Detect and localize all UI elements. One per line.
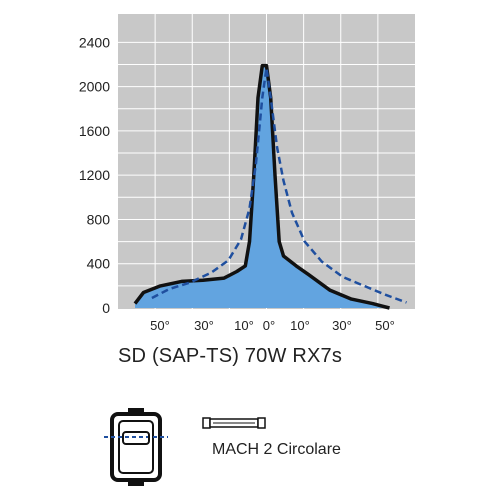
luminaire-icon — [104, 408, 168, 486]
x-tick-label: 10° — [290, 318, 310, 333]
x-tick-label: 30° — [332, 318, 352, 333]
y-tick-label: 0 — [102, 300, 110, 316]
y-tick-label: 2000 — [79, 79, 110, 95]
y-tick-label: 800 — [87, 211, 111, 227]
lamp-tube-icon — [202, 417, 266, 429]
series-dashed-line — [151, 66, 407, 304]
series-solid-line — [133, 63, 390, 310]
x-tick-label: 30° — [194, 318, 214, 333]
x-tick-label: 50° — [375, 318, 395, 333]
y-tick-label: 400 — [87, 256, 111, 272]
y-tick-label: 2400 — [79, 34, 110, 50]
chart-caption: SD (SAP-TS) 70W RX7s — [118, 345, 343, 367]
y-axis-tick-labels: 0 400 800 1200 1600 2000 2400 — [79, 34, 110, 316]
y-tick-label: 1600 — [79, 123, 110, 139]
x-tick-label: 10° — [234, 318, 254, 333]
fixture-label: MACH 2 Circolare — [212, 441, 341, 458]
x-axis-tick-labels: 50° 30° 10° 0° 10° 30° 50° — [150, 318, 395, 333]
x-tick-label: 50° — [150, 318, 170, 333]
y-tick-label: 1200 — [79, 167, 110, 183]
series-solid-area — [135, 65, 390, 308]
x-tick-label: 0° — [263, 318, 275, 333]
